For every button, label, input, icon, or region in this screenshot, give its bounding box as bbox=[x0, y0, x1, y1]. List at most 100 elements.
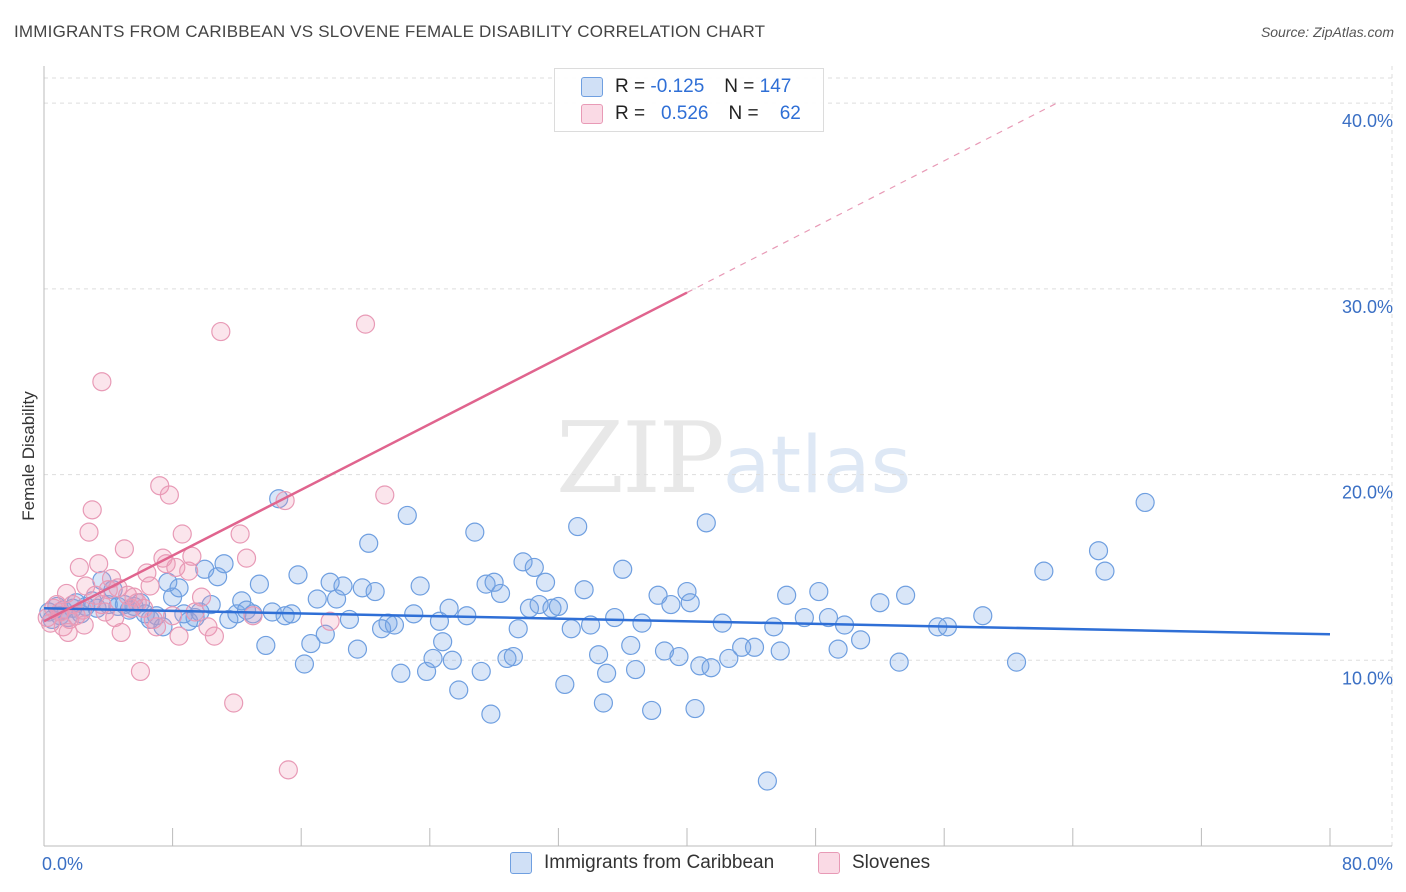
point-caribbean-88 bbox=[542, 598, 562, 618]
point-caribbean-99 bbox=[613, 559, 633, 579]
point-caribbean-53 bbox=[333, 576, 353, 596]
point-caribbean-97 bbox=[597, 663, 617, 683]
point-caribbean-123 bbox=[818, 607, 839, 628]
point-caribbean-86 bbox=[529, 594, 549, 615]
legend-r-label: R = bbox=[615, 103, 646, 124]
point-caribbean-105 bbox=[654, 641, 675, 661]
point-caribbean-121 bbox=[794, 607, 814, 628]
legend-n-value-caribbean: 147 bbox=[759, 76, 792, 97]
point-caribbean-133 bbox=[1006, 652, 1027, 672]
point-slovenes-44 bbox=[182, 546, 202, 566]
point-caribbean-91 bbox=[561, 619, 581, 639]
series-swatch-slovenes bbox=[818, 852, 840, 874]
y-tick-label-30: 30.0% bbox=[1342, 297, 1393, 317]
point-caribbean-103 bbox=[642, 700, 662, 721]
point-caribbean-62 bbox=[391, 663, 411, 683]
point-slovenes-24 bbox=[114, 539, 134, 559]
point-caribbean-81 bbox=[503, 646, 523, 667]
series-legend-caribbean[interactable]: Immigrants from Caribbean bbox=[510, 852, 774, 874]
point-caribbean-32 bbox=[201, 594, 221, 615]
series-legend-slovenes[interactable]: Slovenes bbox=[818, 852, 930, 874]
source-label: Source: ZipAtlas.com bbox=[1260, 24, 1394, 40]
point-caribbean-63 bbox=[397, 505, 417, 526]
point-slovenes-46 bbox=[191, 587, 212, 607]
point-slovenes-10 bbox=[69, 557, 89, 578]
series-swatch-caribbean bbox=[510, 852, 532, 874]
point-slovenes-34 bbox=[146, 617, 167, 637]
point-slovenes-41 bbox=[169, 626, 189, 646]
point-caribbean-77 bbox=[481, 704, 501, 724]
point-caribbean-78 bbox=[484, 572, 504, 592]
point-slovenes-27 bbox=[124, 587, 144, 607]
point-caribbean-107 bbox=[669, 646, 689, 667]
legend-row-slovenes: R = 0.526 N = 62 bbox=[581, 101, 801, 127]
point-caribbean-65 bbox=[410, 576, 430, 596]
point-caribbean-112 bbox=[696, 513, 716, 533]
point-caribbean-37 bbox=[232, 591, 252, 611]
point-caribbean-69 bbox=[433, 632, 453, 652]
point-caribbean-58 bbox=[365, 581, 385, 602]
point-caribbean-129 bbox=[896, 585, 916, 605]
point-caribbean-26 bbox=[169, 578, 189, 598]
point-slovenes-42 bbox=[172, 524, 192, 544]
point-caribbean-115 bbox=[719, 648, 739, 669]
point-caribbean-135 bbox=[1088, 541, 1109, 561]
trendline-slovenes bbox=[43, 291, 688, 623]
x-tick-label-min: 0.0% bbox=[42, 854, 83, 874]
point-caribbean-92 bbox=[568, 516, 588, 537]
point-slovenes-16 bbox=[89, 554, 109, 574]
point-slovenes-55 bbox=[278, 760, 298, 780]
point-caribbean-47 bbox=[294, 654, 315, 674]
legend-n-value-slovenes: 62 bbox=[779, 103, 801, 124]
point-caribbean-120 bbox=[777, 585, 797, 605]
point-caribbean-57 bbox=[359, 533, 379, 553]
point-caribbean-74 bbox=[465, 522, 485, 542]
legend-row-caribbean: R = -0.125 N = 147 bbox=[581, 74, 791, 100]
legend-swatch-caribbean bbox=[581, 77, 603, 97]
point-caribbean-71 bbox=[442, 650, 462, 670]
point-caribbean-118 bbox=[764, 617, 784, 637]
point-caribbean-64 bbox=[404, 604, 424, 624]
point-slovenes-6 bbox=[56, 583, 77, 604]
legend-r-label: R = bbox=[615, 76, 646, 97]
point-caribbean-132 bbox=[973, 606, 993, 626]
y-tick-label-20: 20.0% bbox=[1342, 483, 1393, 503]
point-caribbean-117 bbox=[744, 637, 765, 657]
point-slovenes-50 bbox=[224, 693, 244, 713]
point-caribbean-76 bbox=[476, 574, 496, 594]
point-caribbean-87 bbox=[535, 572, 556, 592]
point-caribbean-82 bbox=[508, 619, 528, 639]
point-slovenes-60 bbox=[74, 615, 94, 635]
point-slovenes-49 bbox=[211, 321, 231, 342]
point-slovenes-29 bbox=[130, 661, 151, 682]
point-slovenes-30 bbox=[134, 598, 154, 618]
point-slovenes-38 bbox=[159, 485, 179, 505]
point-slovenes-13 bbox=[79, 522, 99, 542]
series-legend-slovenes-label: Slovenes bbox=[852, 852, 931, 873]
point-slovenes-51 bbox=[230, 524, 250, 544]
point-slovenes-1 bbox=[40, 613, 61, 633]
point-caribbean-106 bbox=[661, 594, 681, 615]
point-caribbean-101 bbox=[625, 659, 646, 680]
point-caribbean-110 bbox=[685, 698, 705, 719]
point-caribbean-23 bbox=[153, 617, 173, 637]
legend-swatch-slovenes bbox=[581, 104, 603, 124]
y-tick-label-10: 10.0% bbox=[1342, 668, 1393, 688]
point-caribbean-67 bbox=[423, 648, 443, 669]
point-caribbean-102 bbox=[632, 613, 652, 633]
y-tick-label-40: 40.0% bbox=[1342, 111, 1393, 131]
point-caribbean-80 bbox=[497, 648, 517, 669]
point-caribbean-119 bbox=[770, 641, 790, 661]
point-caribbean-49 bbox=[307, 589, 327, 609]
point-caribbean-46 bbox=[288, 565, 308, 585]
point-caribbean-61 bbox=[384, 615, 405, 635]
point-caribbean-41 bbox=[256, 635, 276, 656]
point-caribbean-83 bbox=[513, 552, 533, 572]
point-caribbean-51 bbox=[320, 572, 340, 592]
point-caribbean-100 bbox=[621, 635, 641, 656]
point-slovenes-57 bbox=[355, 314, 376, 334]
point-caribbean-90 bbox=[555, 674, 575, 695]
series-legend: Immigrants from Caribbean Slovenes bbox=[0, 852, 1406, 878]
point-slovenes-61 bbox=[92, 372, 112, 392]
